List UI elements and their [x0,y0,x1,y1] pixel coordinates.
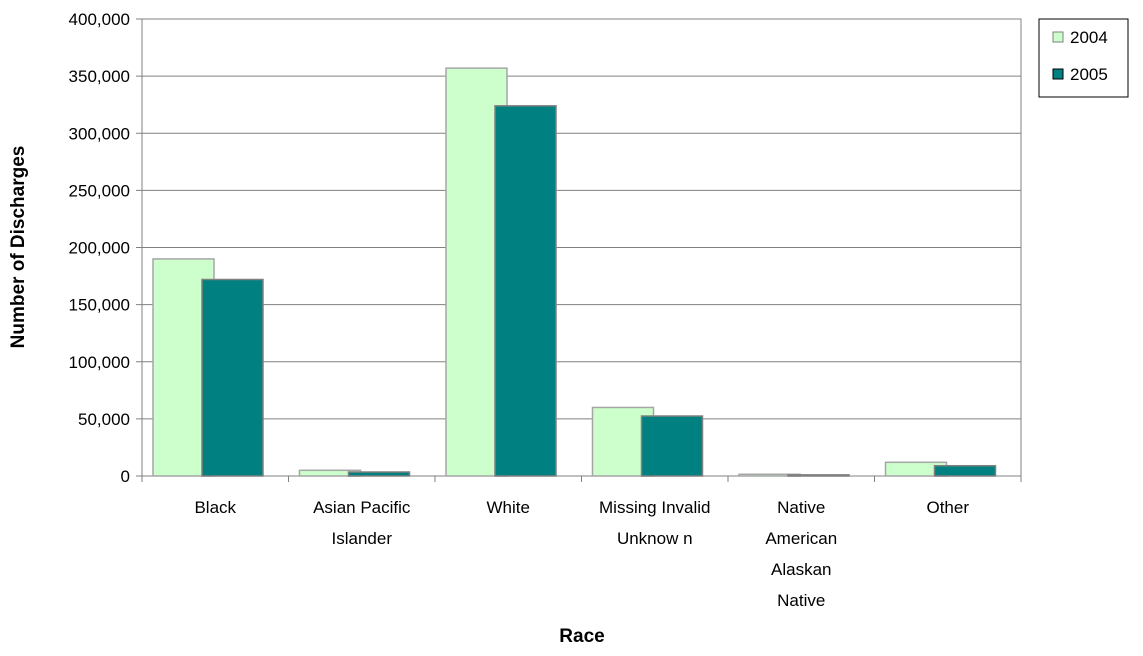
y-tick-label: 100,000 [69,353,130,372]
bar-2005-missing-invalid-unknow-n [640,415,704,477]
x-category-label: Islander [332,529,393,548]
bars [141,67,1022,482]
x-category-label: Black [194,498,236,517]
bar-2005-asian-pacific-islander [347,471,411,477]
x-axis-title: Race [559,626,604,647]
y-tick-label: 400,000 [69,10,130,29]
y-axis-ticks: 0 50,000 100,000 150,000 200,000 250,000 300,0… [69,10,142,486]
legend-label-2004: 2004 [1070,28,1108,47]
y-tick-label: 250,000 [69,181,130,200]
y-tick-label: 350,000 [69,67,130,86]
y-tick-label: 150,000 [69,296,130,315]
x-category-label: Native [777,591,825,610]
x-category-label: Native [777,498,825,517]
x-category-label: Asian Pacific [313,498,411,517]
y-tick-label: 0 [121,467,130,486]
legend-swatch-2005 [1052,68,1064,80]
x-category-label: Other [926,498,969,517]
bar-2005-other [933,464,997,477]
x-category-label: American [765,529,837,548]
x-category-label: Unknow n [617,529,693,548]
y-axis-title: Number of Discharges [8,146,29,349]
y-tick-label: 50,000 [78,410,130,429]
legend-swatch-2004 [1052,31,1064,43]
x-axis-category-labels: Black Asian Pacific Islander White Missing I… [194,498,969,610]
x-category-label: Alaskan [771,560,831,579]
x-category-label: White [487,498,530,517]
bar-2005-native-american-alaskan-native [787,474,850,477]
y-tick-label: 300,000 [69,124,130,143]
x-category-label: Missing Invalid [599,498,711,517]
legend: 2004 2005 [1038,18,1129,98]
gridlines [142,75,1021,420]
bar-2005-white [494,105,557,477]
y-tick-label: 200,000 [69,239,130,258]
bar-2005-black [201,278,264,477]
legend-label-2005: 2005 [1070,65,1108,84]
